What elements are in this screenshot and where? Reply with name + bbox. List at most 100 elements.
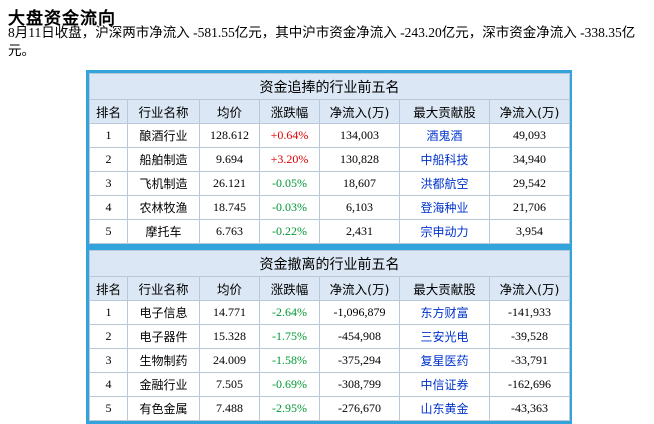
top-stock-link[interactable]: 登海种业 (399, 195, 490, 220)
col-header-stock-inflow: 净流入(万) (488, 276, 571, 301)
stock-inflow-cell: 29,542 (488, 171, 571, 196)
top-stock-link[interactable]: 中船科技 (399, 147, 490, 172)
avg-price-cell: 6.763 (199, 219, 260, 244)
stock-inflow-cell: -141,933 (488, 300, 571, 325)
rank-cell: 5 (89, 396, 128, 421)
rank-cell: 4 (89, 372, 128, 397)
col-header-net-inflow: 净流入(万) (319, 276, 400, 301)
avg-price-cell: 26.121 (199, 171, 260, 196)
avg-price-cell: 7.488 (199, 396, 260, 421)
change-cell: +3.20% (259, 147, 320, 172)
net-inflow-cell: 2,431 (319, 219, 400, 244)
change-cell: -0.03% (259, 195, 320, 220)
rank-cell: 3 (89, 171, 128, 196)
stock-inflow-cell: 21,706 (488, 195, 571, 220)
rank-cell: 4 (89, 195, 128, 220)
rank-cell: 3 (89, 348, 128, 373)
col-header-rank: 排名 (89, 276, 128, 301)
industry-name-cell: 电子器件 (127, 324, 200, 349)
stock-inflow-cell: 34,940 (488, 147, 571, 172)
top-stock-link[interactable]: 三安光电 (399, 324, 490, 349)
col-header-rank: 排名 (89, 99, 128, 124)
table-row: 3 飞机制造 26.121 -0.05% 18,607 洪都航空 29,542 (89, 171, 571, 196)
stock-inflow-cell: 49,093 (488, 123, 571, 148)
industry-name-cell: 电子信息 (127, 300, 200, 325)
change-cell: -2.95% (259, 396, 320, 421)
change-cell: -1.75% (259, 324, 320, 349)
industry-name-cell: 生物制药 (127, 348, 200, 373)
change-cell: -0.69% (259, 372, 320, 397)
change-cell: +0.64% (259, 123, 320, 148)
change-cell: -2.64% (259, 300, 320, 325)
avg-price-cell: 128.612 (199, 123, 260, 148)
top-stock-link[interactable]: 中信证券 (399, 372, 490, 397)
inflow-leaders-panel: 资金追捧的行业前五名 排名 行业名称 均价 涨跌幅 净流入(万) 最大贡献股 净… (86, 70, 572, 247)
industry-name-cell: 酿酒行业 (127, 123, 200, 148)
net-inflow-cell: -454,908 (319, 324, 400, 349)
table-row: 5 有色金属 7.488 -2.95% -276,670 山东黄金 -43,363 (89, 396, 571, 421)
top-stock-link[interactable]: 洪都航空 (399, 171, 490, 196)
col-header-industry: 行业名称 (127, 276, 200, 301)
top-stock-link[interactable]: 宗申动力 (399, 219, 490, 244)
stock-inflow-cell: -33,791 (488, 348, 571, 373)
header-row: 排名 行业名称 均价 涨跌幅 净流入(万) 最大贡献股 净流入(万) (89, 99, 571, 124)
col-header-change: 涨跌幅 (259, 276, 320, 301)
rank-cell: 1 (89, 300, 128, 325)
outflow-leaders-panel: 资金撤离的行业前五名 排名 行业名称 均价 涨跌幅 净流入(万) 最大贡献股 净… (86, 247, 572, 424)
table-row: 1 电子信息 14.771 -2.64% -1,096,879 东方财富 -141,933 (89, 300, 571, 325)
industry-name-cell: 金融行业 (127, 372, 200, 397)
table-row: 4 金融行业 7.505 -0.69% -308,799 中信证券 -162,696 (89, 372, 571, 397)
table-title: 资金撤离的行业前五名 (88, 250, 571, 277)
col-header-net-inflow: 净流入(万) (319, 99, 400, 124)
col-header-top-stock: 最大贡献股 (399, 276, 490, 301)
market-summary: 8月11日收盘，沪深两市净流入 -581.55亿元，其中沪市资金净流入 -243… (8, 25, 636, 58)
net-inflow-cell: 134,003 (319, 123, 400, 148)
change-cell: -0.22% (259, 219, 320, 244)
table-title: 资金追捧的行业前五名 (88, 73, 571, 100)
net-inflow-cell: -1,096,879 (319, 300, 400, 325)
outflow-leaders-table: 资金撤离的行业前五名 排名 行业名称 均价 涨跌幅 净流入(万) 最大贡献股 净… (88, 250, 571, 421)
change-cell: -1.58% (259, 348, 320, 373)
avg-price-cell: 15.328 (199, 324, 260, 349)
industry-name-cell: 船舶制造 (127, 147, 200, 172)
page-heading: 大盘资金流向 (8, 9, 116, 29)
table-row: 2 电子器件 15.328 -1.75% -454,908 三安光电 -39,528 (89, 324, 571, 349)
top-stock-link[interactable]: 酒鬼酒 (399, 123, 490, 148)
avg-price-cell: 24.009 (199, 348, 260, 373)
col-header-avg-price: 均价 (199, 276, 260, 301)
table-row: 4 农林牧渔 18.745 -0.03% 6,103 登海种业 21,706 (89, 195, 571, 220)
stock-inflow-cell: -162,696 (488, 372, 571, 397)
industry-name-cell: 飞机制造 (127, 171, 200, 196)
table-row: 1 酿酒行业 128.612 +0.64% 134,003 酒鬼酒 49,093 (89, 123, 571, 148)
change-cell: -0.05% (259, 171, 320, 196)
stock-inflow-cell: -43,363 (488, 396, 571, 421)
col-header-stock-inflow: 净流入(万) (488, 99, 571, 124)
avg-price-cell: 18.745 (199, 195, 260, 220)
industry-name-cell: 摩托车 (127, 219, 200, 244)
table-row: 3 生物制药 24.009 -1.58% -375,294 复星医药 -33,791 (89, 348, 571, 373)
avg-price-cell: 9.694 (199, 147, 260, 172)
net-inflow-cell: 18,607 (319, 171, 400, 196)
col-header-industry: 行业名称 (127, 99, 200, 124)
net-inflow-cell: -308,799 (319, 372, 400, 397)
rank-cell: 2 (89, 324, 128, 349)
avg-price-cell: 7.505 (199, 372, 260, 397)
top-stock-link[interactable]: 东方财富 (399, 300, 490, 325)
inflow-leaders-table: 资金追捧的行业前五名 排名 行业名称 均价 涨跌幅 净流入(万) 最大贡献股 净… (88, 73, 571, 244)
top-stock-link[interactable]: 山东黄金 (399, 396, 490, 421)
table-row: 5 摩托车 6.763 -0.22% 2,431 宗申动力 3,954 (89, 219, 571, 244)
rank-cell: 5 (89, 219, 128, 244)
col-header-change: 涨跌幅 (259, 99, 320, 124)
rank-cell: 1 (89, 123, 128, 148)
stock-inflow-cell: -39,528 (488, 324, 571, 349)
stock-inflow-cell: 3,954 (488, 219, 571, 244)
top-stock-link[interactable]: 复星医药 (399, 348, 490, 373)
avg-price-cell: 14.771 (199, 300, 260, 325)
col-header-avg-price: 均价 (199, 99, 260, 124)
net-inflow-cell: -276,670 (319, 396, 400, 421)
table-row: 2 船舶制造 9.694 +3.20% 130,828 中船科技 34,940 (89, 147, 571, 172)
net-inflow-cell: 130,828 (319, 147, 400, 172)
industry-name-cell: 农林牧渔 (127, 195, 200, 220)
header-row: 排名 行业名称 均价 涨跌幅 净流入(万) 最大贡献股 净流入(万) (89, 276, 571, 301)
col-header-top-stock: 最大贡献股 (399, 99, 490, 124)
